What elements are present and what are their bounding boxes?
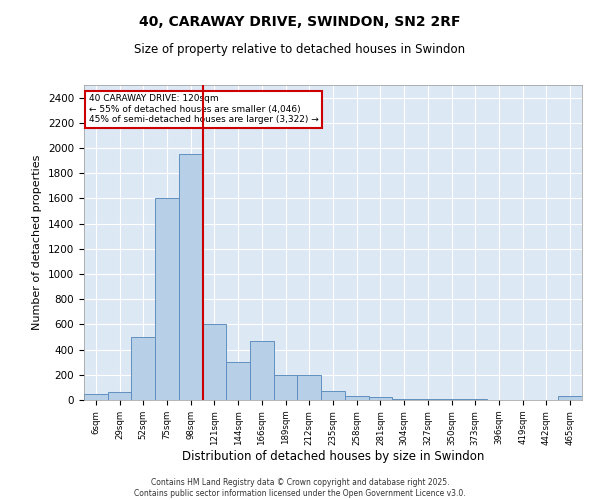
Y-axis label: Number of detached properties: Number of detached properties <box>32 155 43 330</box>
Bar <box>416 398 440 400</box>
Bar <box>108 392 131 400</box>
Bar <box>321 390 345 400</box>
Text: Contains HM Land Registry data © Crown copyright and database right 2025.
Contai: Contains HM Land Registry data © Crown c… <box>134 478 466 498</box>
X-axis label: Distribution of detached houses by size in Swindon: Distribution of detached houses by size … <box>182 450 484 463</box>
Bar <box>558 396 582 400</box>
Bar <box>368 398 392 400</box>
Text: 40 CARAWAY DRIVE: 120sqm
← 55% of detached houses are smaller (4,046)
45% of sem: 40 CARAWAY DRIVE: 120sqm ← 55% of detach… <box>89 94 319 124</box>
Bar <box>274 376 298 400</box>
Bar <box>131 337 155 400</box>
Bar <box>298 376 321 400</box>
Bar <box>392 398 416 400</box>
Bar <box>345 396 368 400</box>
Bar <box>155 198 179 400</box>
Text: 40, CARAWAY DRIVE, SWINDON, SN2 2RF: 40, CARAWAY DRIVE, SWINDON, SN2 2RF <box>139 15 461 29</box>
Bar <box>250 341 274 400</box>
Bar <box>84 394 108 400</box>
Bar <box>179 154 203 400</box>
Bar <box>226 362 250 400</box>
Text: Size of property relative to detached houses in Swindon: Size of property relative to detached ho… <box>134 42 466 56</box>
Bar <box>203 324 226 400</box>
